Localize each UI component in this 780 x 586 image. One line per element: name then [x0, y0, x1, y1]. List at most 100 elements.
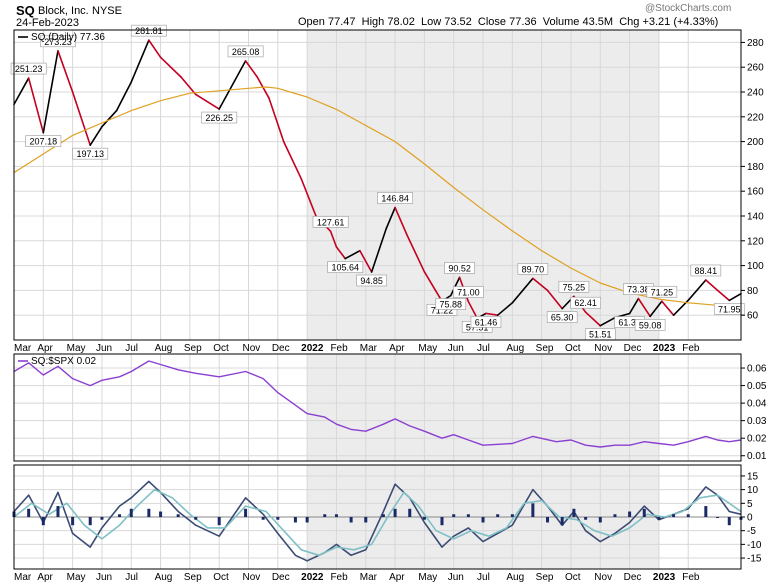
histogram-bar	[261, 517, 265, 520]
histogram-bar	[440, 517, 444, 526]
histogram-bar	[41, 517, 45, 526]
annotation-label: 61.37	[618, 318, 641, 328]
x-tick-label: Dec	[272, 572, 290, 583]
y-tick-label: 260	[747, 63, 764, 74]
y-tick-label: 140	[747, 212, 764, 223]
annotation-box	[227, 45, 264, 58]
price-segment	[300, 178, 317, 217]
y-tick-label: 200	[747, 137, 764, 148]
price-segment	[282, 140, 303, 180]
price-segment	[423, 270, 443, 303]
annotation-box	[690, 264, 722, 277]
y-tick-label: 0.06	[747, 364, 767, 375]
annotation-label: 51.51	[589, 330, 612, 340]
panel-frame-2	[13, 464, 742, 570]
annotation-label: 71.95	[718, 304, 741, 314]
x-tick-label: Jul	[125, 572, 138, 583]
x-tick-label: Nov	[243, 572, 261, 583]
annotation-box	[570, 296, 601, 309]
histogram-bar	[305, 517, 309, 523]
x-tick-label: Oct	[213, 572, 229, 583]
price-segment	[511, 277, 534, 304]
x-tick-label: Aug	[155, 572, 173, 583]
chg-value: +3.21 (+4.33%)	[642, 16, 719, 28]
x-tick-label: Apr	[37, 572, 53, 583]
annotation-label: 59.08	[639, 320, 662, 330]
price-segment	[130, 39, 150, 83]
y-tick-label: -10	[747, 540, 762, 551]
annotation-box	[10, 62, 47, 75]
histogram-bar	[466, 514, 470, 517]
x-tick-label: 2023	[653, 572, 676, 583]
price-segment	[394, 206, 408, 236]
y-tick-label: 280	[747, 38, 764, 49]
annotation-label: 265.08	[232, 47, 260, 57]
chg-label: Chg	[619, 16, 640, 28]
x-tick-label: Feb	[682, 572, 700, 583]
x-tick-label: May	[418, 572, 437, 583]
y-tick-label: 15	[747, 471, 759, 482]
y-tick-label: 0.05	[747, 381, 767, 392]
high-value: 78.02	[387, 16, 415, 28]
histogram-bar	[194, 517, 198, 520]
x-tick-label: Dec	[624, 343, 642, 354]
y-tick-label: 0.03	[747, 416, 767, 427]
moving-average-line	[13, 86, 742, 309]
price-segment	[57, 49, 74, 93]
annotation-box	[435, 298, 467, 310]
annotation-label: 89.70	[522, 264, 545, 274]
histogram-bar	[672, 514, 676, 517]
x-tick-label: Jun	[448, 572, 464, 583]
histogram-bar	[716, 517, 720, 518]
y-tick-label: 0.04	[747, 399, 767, 410]
annotation-box	[444, 262, 475, 274]
x-tick-label: Jun	[96, 343, 112, 354]
price-segment	[661, 300, 675, 317]
histogram-bar	[393, 508, 397, 517]
x-tick-label: May	[67, 572, 86, 583]
price-segment	[532, 277, 549, 292]
histogram-bar	[293, 517, 297, 523]
price-segment	[89, 125, 103, 146]
histogram-bar	[510, 514, 514, 517]
annotation-box	[517, 263, 549, 275]
y-tick-label: 100	[747, 261, 764, 272]
y-tick-label: 10	[747, 485, 759, 496]
histogram-bar	[71, 517, 75, 526]
price-segment	[496, 301, 514, 317]
macd-line	[13, 480, 742, 562]
price-segment	[194, 93, 221, 110]
price-segment	[584, 311, 602, 327]
x-tick-label: Sep	[536, 572, 554, 583]
ratio-legend: SQ:$SPX 0.02	[31, 356, 96, 367]
histogram-bar	[481, 517, 485, 523]
price-segment	[716, 289, 731, 302]
annotation-label: 207.18	[30, 137, 58, 147]
histogram-bar	[276, 517, 280, 520]
annotation-box	[201, 111, 238, 124]
x-tick-label: Apr	[37, 343, 53, 354]
x-tick-label: Jul	[477, 343, 490, 354]
x-tick-label: 2023	[653, 343, 676, 354]
histogram-bar	[159, 511, 163, 517]
annotation-label: 94.85	[360, 276, 383, 286]
annotation-label: 88.41	[695, 266, 718, 276]
annotation-label: 71.00	[457, 288, 480, 298]
annotation-box	[470, 316, 502, 328]
annotation-label: 90.52	[448, 263, 471, 273]
x-tick-label: Jun	[96, 572, 112, 583]
x-tick-label: Jul	[477, 572, 490, 583]
ratio-line	[13, 360, 742, 448]
open-value: 77.47	[327, 16, 356, 28]
x-tick-label: Nov	[594, 572, 612, 583]
x-tick-label: Mar	[360, 343, 378, 354]
y-tick-label: -5	[747, 526, 756, 537]
histogram-bar	[572, 508, 576, 517]
price-segment	[728, 292, 742, 302]
histogram-bar	[129, 508, 133, 517]
price-segment	[115, 81, 133, 112]
annotation-box	[327, 261, 364, 273]
histogram-bar	[657, 517, 661, 520]
x-tick-label: Jul	[125, 343, 138, 354]
